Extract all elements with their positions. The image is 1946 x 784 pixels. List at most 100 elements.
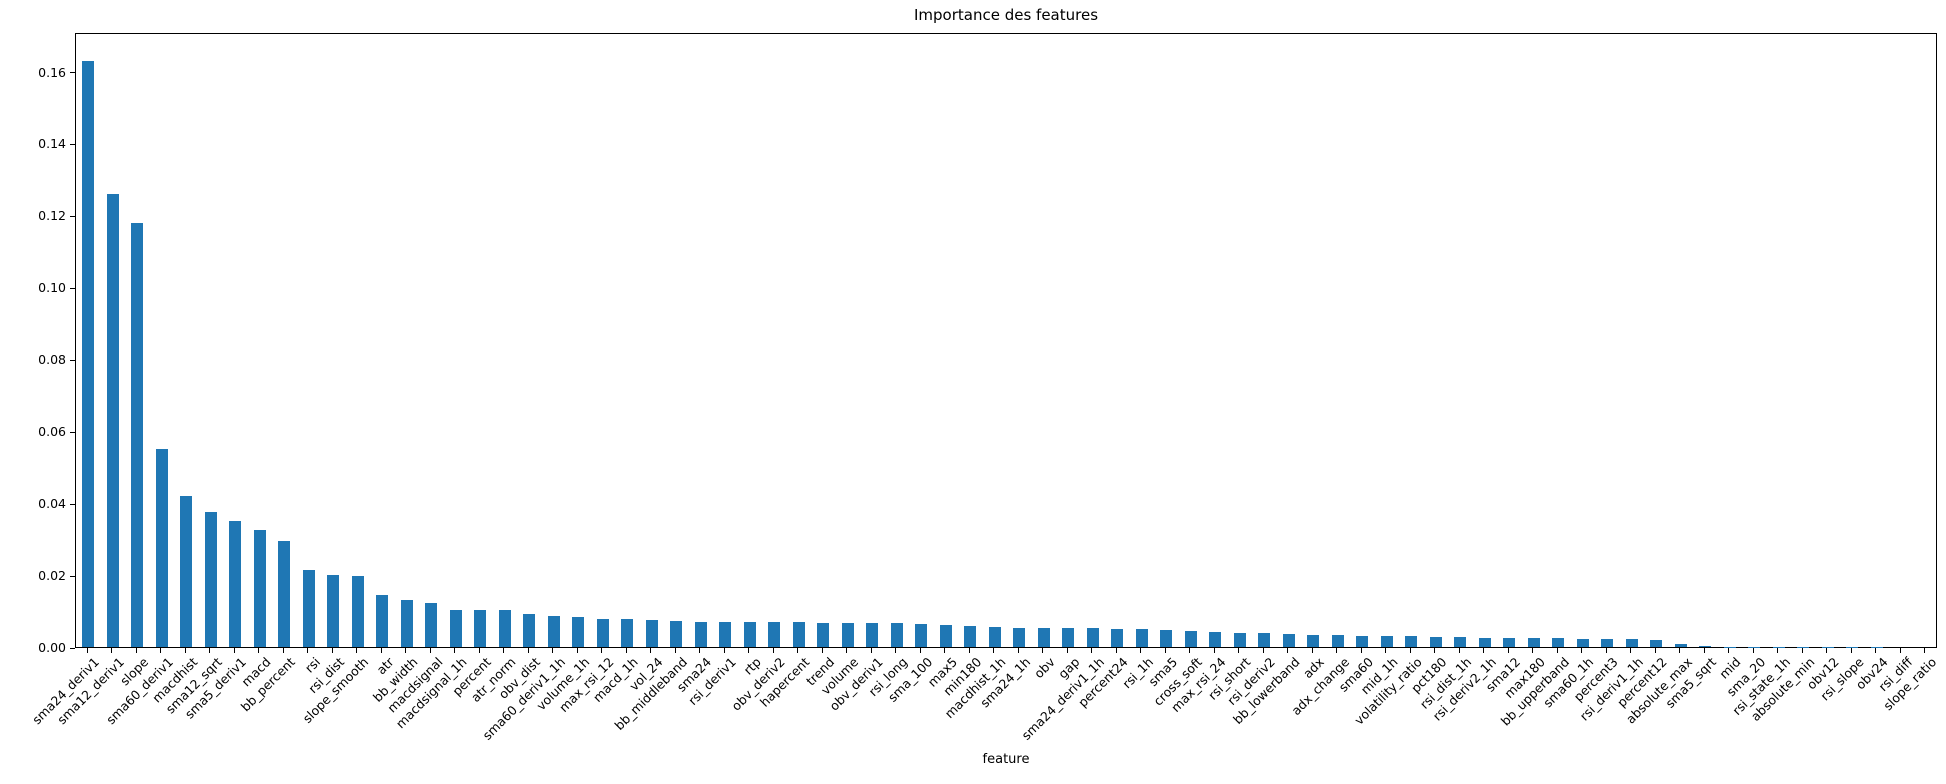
bar-rsi_long (890, 623, 903, 647)
x-tick-mark (503, 648, 505, 653)
x-tick-mark (772, 648, 774, 653)
x-tick-mark (625, 648, 627, 653)
bar-rsi_deriv1 (719, 621, 732, 647)
bar-macdhist_1h (988, 627, 1001, 647)
bar-obv (1037, 627, 1050, 647)
bar-pct180 (1429, 636, 1442, 647)
y-tick-label: 0.04 (38, 496, 66, 512)
bar-max180 (1527, 638, 1540, 647)
bar-max_rsi_12 (596, 618, 609, 647)
x-tick-mark (1581, 648, 1583, 653)
y-tick-mark (70, 143, 75, 145)
bar-volume_1h (572, 617, 585, 647)
x-tick-mark (1287, 648, 1289, 653)
x-tick-mark (552, 648, 554, 653)
x-tick-mark (405, 648, 407, 653)
bar-obv_dist (523, 613, 536, 647)
x-tick-mark (1385, 648, 1387, 653)
bar-mid_1h (1380, 635, 1393, 647)
bar-rtp (743, 621, 756, 647)
bar-macd_1h (621, 619, 634, 647)
bar-sma60_deriv1 (155, 449, 168, 647)
bar-rsi_dist_1h (1454, 636, 1467, 647)
x-tick-mark (1213, 648, 1215, 653)
x-tick-mark (748, 648, 750, 653)
x-tick-mark (895, 648, 897, 653)
x-tick-mark (1752, 648, 1754, 653)
x-tick-mark (1875, 648, 1877, 653)
bar-sma60_1h (1576, 638, 1589, 647)
x-tick-mark (160, 648, 162, 653)
y-tick-mark (70, 215, 75, 217)
x-tick-mark (1360, 648, 1362, 653)
y-tick-mark (70, 287, 75, 289)
bar-cross_soft (1184, 631, 1197, 647)
x-tick-mark (1532, 648, 1534, 653)
x-tick-mark (258, 648, 260, 653)
bar-macdsignal (425, 602, 438, 647)
x-tick-mark (870, 648, 872, 653)
y-tick-label: 0.08 (38, 352, 66, 368)
y-tick-label: 0.06 (38, 424, 66, 440)
x-tick-mark (1042, 648, 1044, 653)
x-tick-mark (944, 648, 946, 653)
x-tick-mark (356, 648, 358, 653)
x-tick-mark (527, 648, 529, 653)
plot-area (75, 33, 1937, 648)
bar-bb_percent (278, 540, 291, 647)
x-tick-mark (650, 648, 652, 653)
x-tick-mark (797, 648, 799, 653)
x-tick-mark (674, 648, 676, 653)
x-tick-mark (601, 648, 603, 653)
bar-hapercent (792, 622, 805, 647)
bar-max5 (939, 625, 952, 647)
x-tick-mark (1507, 648, 1509, 653)
bar-sma12_deriv1 (106, 193, 119, 647)
x-tick-mark (1483, 648, 1485, 653)
bar-max_rsi_24 (1209, 631, 1222, 647)
y-tick-mark (70, 647, 75, 649)
bar-slope_smooth (351, 575, 364, 647)
x-tick-mark (1801, 648, 1803, 653)
bar-bb_upperband (1552, 638, 1565, 647)
bar-sma24_deriv1_1h (1086, 628, 1099, 647)
x-tick-mark (86, 648, 88, 653)
x-tick-mark (1728, 648, 1730, 653)
x-tick-mark (454, 648, 456, 653)
bar-sma60 (1356, 635, 1369, 647)
x-tick-mark (1066, 648, 1068, 653)
x-tick-mark (1140, 648, 1142, 653)
x-tick-mark (1238, 648, 1240, 653)
bar-trend (817, 622, 830, 647)
bar-volume (841, 622, 854, 647)
bar-absolute_max (1674, 644, 1687, 647)
x-tick-mark (380, 648, 382, 653)
x-tick-mark (723, 648, 725, 653)
y-tick-mark (70, 575, 75, 577)
x-tick-mark (478, 648, 480, 653)
bar-macd (253, 530, 266, 647)
bar-sma5_sqrt (1699, 646, 1712, 647)
x-tick-mark (1826, 648, 1828, 653)
bar-rsi_short (1233, 632, 1246, 647)
bar-percent12 (1650, 639, 1663, 647)
bar-sma5_deriv1 (229, 521, 242, 647)
x-tick-mark (1409, 648, 1411, 653)
bar-sma24_1h (1013, 627, 1026, 647)
bar-obv_deriv2 (768, 622, 781, 647)
x-tick-mark (135, 648, 137, 653)
x-tick-mark (846, 648, 848, 653)
x-tick-mark (1850, 648, 1852, 653)
bar-macdsignal_1h (449, 609, 462, 647)
x-tick-mark (1091, 648, 1093, 653)
x-tick-mark (699, 648, 701, 653)
bar-min180 (964, 626, 977, 647)
bar-atr_norm (498, 610, 511, 647)
y-tick-mark (70, 431, 75, 433)
bar-volatility_ratio (1405, 636, 1418, 647)
bar-sma24 (694, 621, 707, 647)
x-tick-mark (1630, 648, 1632, 653)
x-tick-mark (993, 648, 995, 653)
y-tick-label: 0.10 (38, 280, 66, 296)
x-tick-mark (1311, 648, 1313, 653)
